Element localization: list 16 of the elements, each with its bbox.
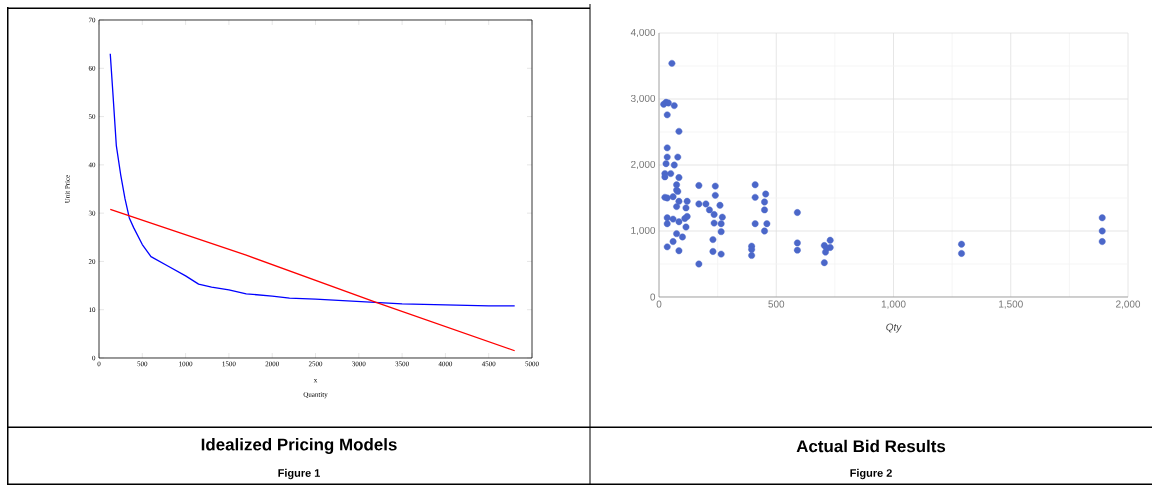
y-tick-label: 4,000 [630,28,656,38]
x-tick-label: 500 [768,300,785,308]
text: Actual Bid Results [796,439,946,453]
y-tick-label: 2,000 [631,160,656,170]
text: Figure 1 [278,468,320,480]
text: Figure 2 [850,468,892,480]
x-tick-label: 1,000 [881,300,906,309]
x-tick-label: 2,000 [1116,300,1141,309]
y-tick-label: 0 [650,293,656,301]
line-series [109,208,516,352]
x-axis-title: Qty [886,323,902,333]
y-tick-label: 1,000 [631,226,656,236]
text: Idealized Pricing Models [201,438,397,454]
x-tick-label: 0 [656,300,662,308]
x-tick-label: 1,500 [999,300,1023,309]
y-tick-label: 3,000 [630,94,656,104]
